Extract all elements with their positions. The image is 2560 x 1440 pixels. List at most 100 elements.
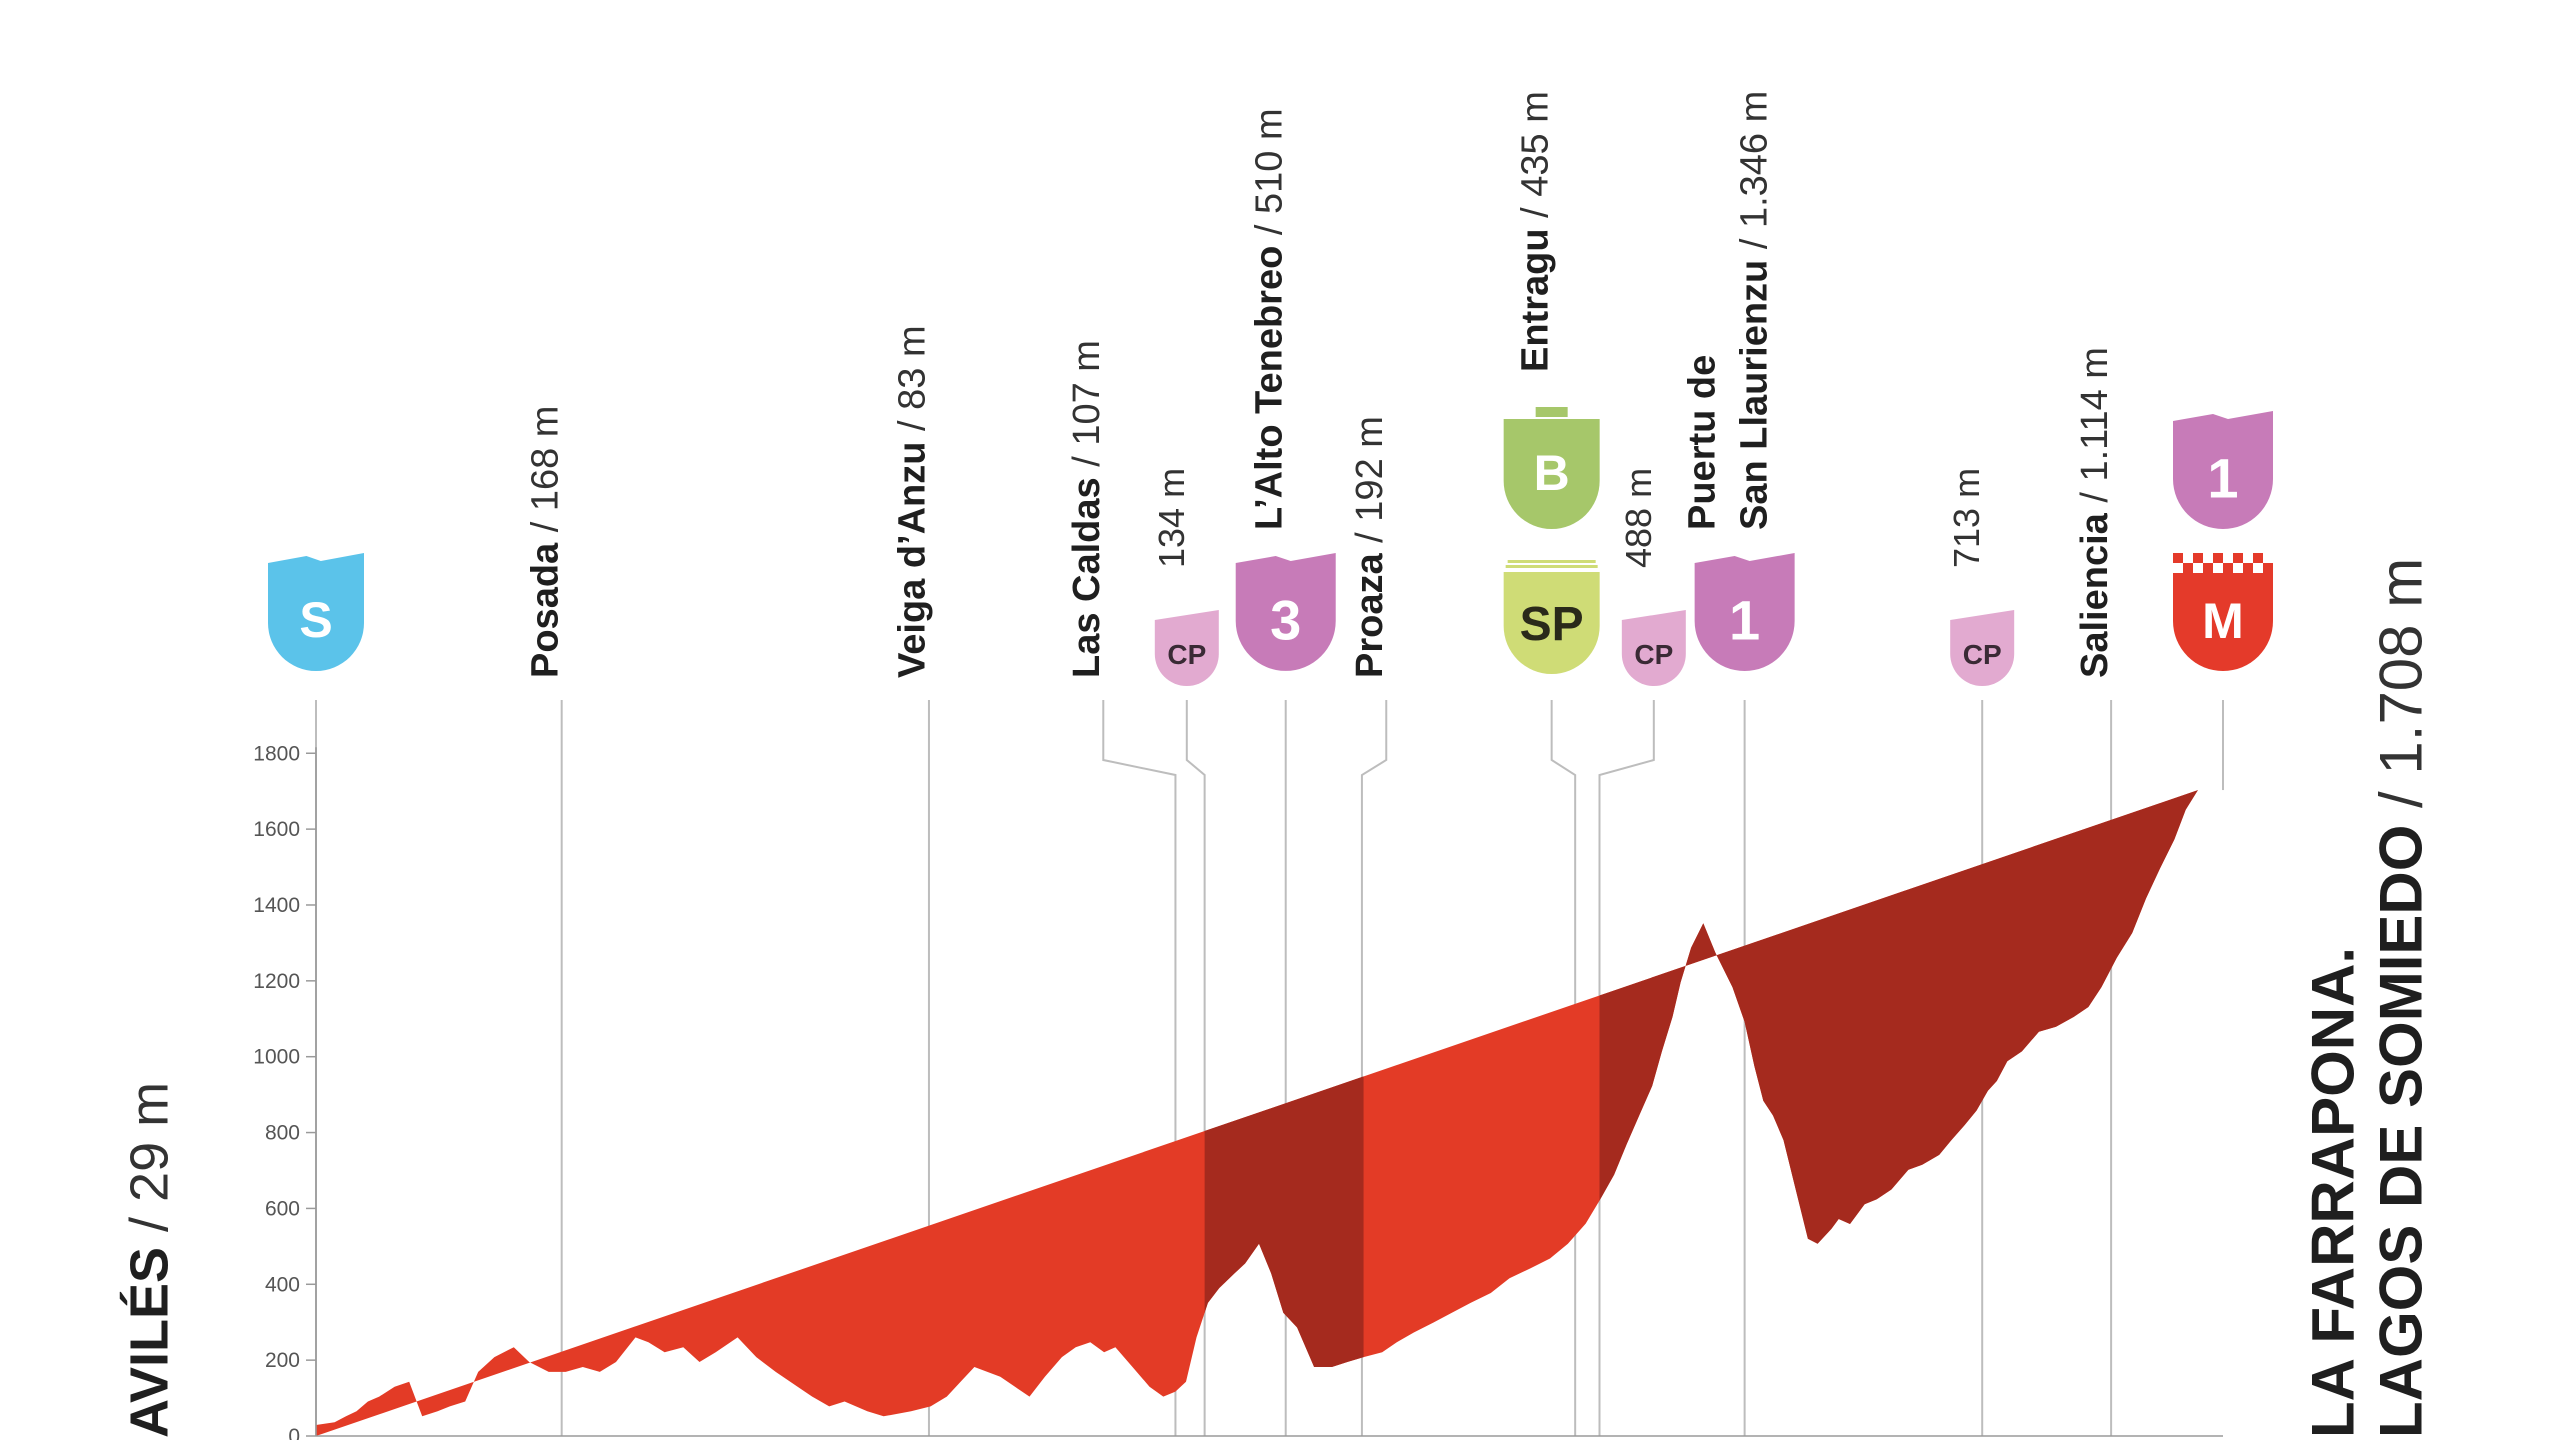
badge-shape	[2173, 571, 2273, 671]
finish-label-line1: LA FARRAPONA.	[2300, 947, 2367, 1438]
badge-stripe	[1507, 560, 1596, 563]
badge-stripe	[1505, 565, 1598, 568]
checker-square	[2203, 553, 2213, 563]
label-name: Veiga d’Anzu	[892, 442, 934, 678]
sprint-badge: SP	[1503, 560, 1600, 674]
checker-square	[2193, 553, 2203, 563]
y-axis: 0 200 400 600 800 1000 1200 1400 1600 1800	[253, 742, 2223, 1440]
badge-label: B	[1534, 445, 1570, 501]
label-elevation: / 510 m	[1248, 108, 1290, 245]
checker-square	[2223, 553, 2233, 563]
checker-square	[2243, 553, 2253, 563]
point-labels: AVILÉS / 29 m Posada / 168 m Veiga d’Anzu …	[119, 91, 2434, 1438]
start-badge: S	[268, 553, 364, 671]
y-tick-label: 800	[265, 1122, 300, 1145]
checker-square	[2223, 563, 2233, 573]
elevation-area	[316, 790, 2198, 1436]
badge-label: M	[2202, 593, 2244, 649]
label-elevation: 134 m	[1151, 468, 1192, 568]
cp-badge: CP	[1154, 610, 1219, 686]
checker-square	[2193, 563, 2203, 573]
y-tick-label: 1000	[253, 1046, 300, 1069]
point-label: Las Caldas / 107 m	[1066, 340, 1108, 678]
checker-square	[2213, 553, 2223, 563]
checker-square	[2253, 563, 2263, 573]
badge-shape	[268, 553, 364, 671]
start-label: AVILÉS / 29 m	[119, 1082, 179, 1438]
label-name: LAGOS DE SOMIEDO	[2368, 825, 2435, 1438]
badge-shape	[1503, 572, 1600, 674]
label-elevation: / 1.114 m	[2074, 347, 2116, 513]
badge-shape	[1235, 553, 1336, 671]
label-elevation: / 1.708 m	[2368, 558, 2435, 825]
badge-shape	[2173, 411, 2273, 529]
label-name: LA FARRAPONA.	[2300, 947, 2367, 1438]
y-tick-label: 200	[265, 1349, 300, 1372]
y-tick-label: 1400	[253, 894, 300, 917]
point-label: Proaza / 192 m	[1349, 416, 1391, 678]
point-label-elevation: 134 m	[1151, 468, 1192, 568]
label-name: Las Caldas	[1066, 477, 1108, 678]
point-label: Entragu / 435 m	[1514, 91, 1556, 372]
point-label-elevation: 488 m	[1618, 468, 1659, 568]
y-tick-label: 1600	[253, 818, 300, 841]
label-elevation: / 107 m	[1066, 340, 1108, 477]
checker-square	[2243, 563, 2253, 573]
badge-shape	[1950, 610, 2015, 686]
badge-label: CP	[1634, 639, 1673, 670]
badge-shape	[1694, 553, 1795, 671]
badge-shape	[1621, 610, 1686, 686]
label-name: Entragu	[1514, 228, 1556, 372]
label-name: L’Alto Tenebreo	[1248, 246, 1290, 530]
label-name: Posada	[524, 542, 566, 678]
label-elevation: / 1.346 m	[1733, 91, 1775, 260]
checker-square	[2233, 563, 2243, 573]
label-elevation: 488 m	[1618, 468, 1659, 568]
label-elevation: / 29 m	[119, 1082, 179, 1247]
badge-cap	[1535, 407, 1568, 417]
label-elevation: / 192 m	[1349, 416, 1391, 553]
point-label: Veiga d’Anzu / 83 m	[892, 325, 934, 678]
finish-label-line2: LAGOS DE SOMIEDO / 1.708 m	[2368, 558, 2435, 1438]
checker-square	[2183, 563, 2193, 573]
badge-label: S	[299, 592, 332, 648]
point-label-line1: Puertu de	[1681, 355, 1723, 530]
point-label-line2: San Llaurienzu / 1.346 m	[1733, 91, 1775, 530]
checker-square	[2173, 553, 2183, 563]
badge-label: CP	[1167, 639, 1206, 670]
badge-label: SP	[1520, 598, 1584, 651]
label-elevation: / 83 m	[892, 325, 934, 441]
badge-shape	[1154, 610, 1219, 686]
y-tick-label: 600	[265, 1197, 300, 1220]
label-name: Puertu de	[1681, 355, 1723, 530]
checker-square	[2183, 553, 2193, 563]
category-badges: S CP 3 SP B CP 1 CP 1 M	[268, 407, 2273, 686]
guide-line	[1102, 700, 1177, 1436]
checker-square	[2213, 563, 2223, 573]
point-label: L’Alto Tenebreo / 510 m	[1248, 108, 1290, 530]
finish-badge: M	[2173, 553, 2273, 671]
climb-badge: 1	[1694, 553, 1795, 671]
badge-label: 1	[1729, 589, 1760, 652]
point-label: Posada / 168 m	[524, 406, 566, 678]
label-elevation: / 435 m	[1514, 91, 1556, 228]
climb-section	[1599, 790, 2198, 1244]
label-name: Proaza	[1349, 553, 1391, 678]
badge-label: 1	[2207, 447, 2238, 510]
y-tick-label: 1200	[253, 970, 300, 993]
bonus-badge: B	[1503, 407, 1600, 529]
cp-badge: CP	[1621, 610, 1686, 686]
climb-section	[1204, 1076, 1364, 1367]
finish-climb-badge: 1	[2173, 411, 2273, 529]
checker-square	[2203, 563, 2213, 573]
label-name: AVILÉS	[119, 1247, 179, 1438]
label-name: Saliencia	[2074, 512, 2116, 678]
checker-square	[2263, 553, 2273, 563]
cp-badge: CP	[1950, 610, 2015, 686]
y-tick-label: 1800	[253, 742, 300, 765]
label-elevation: 713 m	[1946, 468, 1987, 568]
badge-label: 3	[1270, 589, 1301, 652]
label-name: San Llaurienzu	[1733, 260, 1775, 530]
climb-badge: 3	[1235, 553, 1336, 671]
